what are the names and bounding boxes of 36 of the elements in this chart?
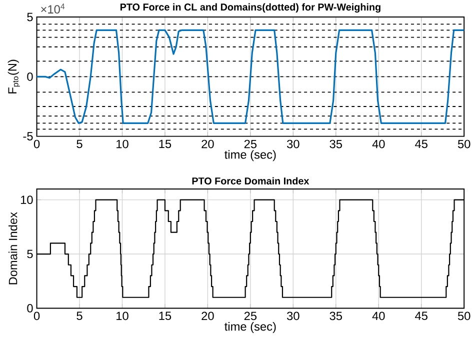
chart-title: PTO Force Domain Index [192,177,310,185]
y-tick-label: 5 [27,12,33,22]
x-tick-label: 30 [287,140,300,148]
x-tick-label: 25 [244,312,257,320]
y-axis-title: F$_{pto}$(N) [8,60,20,94]
x-tick-label: 10 [116,140,128,148]
x-tick-label: 0 [34,140,40,148]
x-tick-label: 20 [202,312,214,320]
chart-title: PTO Force in CL and Domains(dotted) for PW-Weighing [120,3,380,13]
x-tick-label: 35 [330,312,342,320]
x-tick-label: 35 [330,140,342,148]
y-tick-label: 0 [27,304,33,312]
y-tick-label: 10 [20,196,33,204]
x-tick-label: 40 [372,140,385,148]
x-tick-label: 45 [415,140,428,148]
x-tick-label: 0 [34,312,40,320]
line-series [36,29,465,124]
x-tick-label: 30 [287,312,300,320]
x-tick-label: 50 [458,140,470,148]
x-tick-label: 20 [202,140,214,148]
y-axis-title: Domain Index [8,212,18,284]
x-tick-label: 15 [159,312,172,320]
y-tick-label: -5 [23,132,33,140]
x-tick-label: 45 [415,312,428,320]
x-tick-label: 25 [244,140,257,148]
y-tick-label: 0 [27,72,33,81]
x-tick-label: 15 [159,140,172,148]
x-tick-label: 50 [458,312,470,320]
x-axis-title: time (sec) [224,322,276,334]
x-axis-title: time (sec) [224,150,276,162]
x-tick-label: 40 [372,312,385,320]
x-tick-label: 10 [116,312,128,320]
x-tick-label: 5 [76,312,82,320]
x-tick-label: 5 [76,140,82,148]
y-tick-label: 5 [27,250,33,258]
text: ×10$^{4}$ [41,4,65,14]
